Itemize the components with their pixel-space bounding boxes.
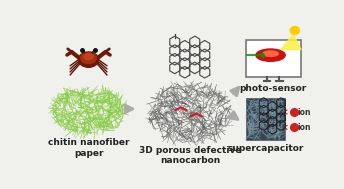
Text: supercapacitor: supercapacitor [227,144,304,153]
Ellipse shape [84,53,93,60]
Polygon shape [281,34,301,50]
Ellipse shape [263,51,278,56]
Text: ion: ion [297,108,311,116]
Ellipse shape [290,26,300,34]
Text: ion: ion [297,123,311,132]
Ellipse shape [78,52,98,67]
Text: chitin nanofiber
paper: chitin nanofiber paper [48,138,129,158]
Text: 3D porous defective
nanocarbon: 3D porous defective nanocarbon [139,146,241,165]
FancyBboxPatch shape [246,98,285,140]
Text: photo-sensor: photo-sensor [240,84,307,93]
Ellipse shape [81,53,96,64]
Ellipse shape [256,49,285,61]
FancyBboxPatch shape [246,40,301,77]
